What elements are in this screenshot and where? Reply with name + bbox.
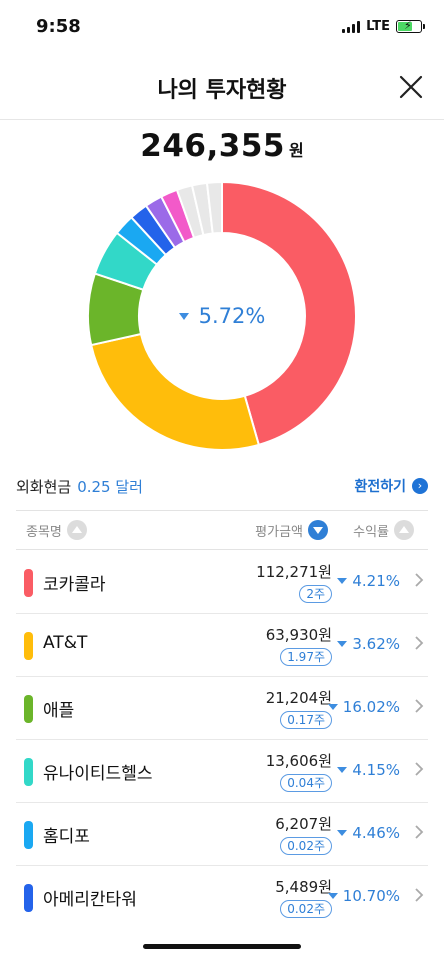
holding-qty-badge: 1.97주: [280, 648, 332, 666]
holding-row[interactable]: 코카콜라 112,271원 2주 4.21%: [16, 551, 428, 614]
holding-rate-value: 4.15%: [352, 761, 400, 779]
color-swatch: [24, 884, 33, 912]
holding-value: 112,271원: [256, 563, 332, 581]
chevron-right-icon: [415, 762, 424, 776]
holding-row[interactable]: AT&T 63,930원 1.97주 3.62%: [16, 614, 428, 677]
status-time: 9:58: [36, 16, 81, 37]
header-name-label: 종목명: [26, 524, 62, 540]
header-value-label: 평가금액: [255, 524, 303, 540]
holding-rate-value: 4.21%: [352, 572, 400, 590]
holding-qty-badge: 0.02주: [280, 900, 332, 918]
down-arrow-icon: [337, 578, 348, 584]
fx-cash-label: 외화현금: [16, 477, 72, 496]
holding-rate: 4.21%: [337, 572, 400, 590]
color-swatch: [24, 632, 33, 660]
holding-rate: 4.15%: [337, 761, 400, 779]
chevron-right-icon: [415, 888, 424, 902]
chevron-right-icon: [415, 573, 424, 587]
sort-by-name-button[interactable]: 종목명: [26, 511, 87, 549]
holding-row[interactable]: 아메리칸타워 5,489원 0.02주 10.70%: [16, 866, 428, 929]
holding-name: 유나이티드헬스: [43, 764, 153, 784]
holding-qty-badge: 0.02주: [280, 837, 332, 855]
fx-cash-value: 0.25 달러: [77, 477, 143, 496]
down-arrow-icon: [327, 893, 338, 899]
donut-slice: [221, 180, 357, 447]
holding-qty-badge: 2주: [299, 585, 332, 603]
holding-name: AT&T: [43, 633, 88, 653]
holding-rate: 4.46%: [337, 824, 400, 842]
sort-by-rate-button[interactable]: 수익률: [353, 511, 414, 549]
down-arrow-icon: [337, 767, 348, 773]
holding-value: 21,204원: [265, 689, 332, 707]
holding-qty-badge: 0.04주: [280, 774, 332, 792]
total-amount: 246,355: [140, 128, 285, 164]
fx-cash-row: 외화현금 0.25 달러 환전하기 ›: [16, 474, 428, 498]
holding-rate: 10.70%: [327, 887, 400, 905]
down-arrow-icon: [337, 641, 348, 647]
signal-icon: [342, 20, 361, 33]
chevron-right-icon: [415, 699, 424, 713]
donut-center-label: 5.72%: [86, 180, 358, 452]
status-bar: 9:58 LTE ⚡: [0, 0, 444, 54]
down-arrow-icon: [337, 830, 348, 836]
chevron-right-icon: [415, 636, 424, 650]
network-label: LTE: [366, 19, 390, 34]
exchange-label: 환전하기: [354, 479, 406, 495]
chevron-right-circle-icon: ›: [412, 478, 428, 494]
holding-rate-value: 3.62%: [352, 635, 400, 653]
holding-name: 아메리칸타워: [43, 890, 137, 910]
header-rate-label: 수익률: [353, 524, 389, 540]
total-summary: 246,355 원: [0, 128, 444, 164]
battery-icon: ⚡: [396, 19, 425, 33]
holding-qty-badge: 0.17주: [280, 711, 332, 729]
color-swatch: [24, 695, 33, 723]
page-title: 나의 투자현황: [157, 78, 287, 103]
holding-row[interactable]: 유나이티드헬스 13,606원 0.04주 4.15%: [16, 740, 428, 803]
sort-up-icon: [394, 520, 414, 540]
holding-value: 63,930원: [265, 626, 332, 644]
holding-rate-value: 4.46%: [352, 824, 400, 842]
down-arrow-icon: [327, 704, 338, 710]
sort-by-value-button[interactable]: 평가금액: [255, 511, 328, 549]
close-icon[interactable]: [398, 74, 424, 100]
portfolio-donut-chart: [87, 180, 357, 451]
holding-name: 코카콜라: [43, 575, 106, 595]
status-indicators: LTE ⚡: [342, 19, 425, 34]
holding-rate: 16.02%: [327, 698, 400, 716]
donut-slice: [89, 332, 261, 451]
home-indicator[interactable]: [143, 944, 301, 949]
chevron-right-icon: [415, 825, 424, 839]
sort-up-icon: [66, 520, 87, 540]
color-swatch: [24, 569, 33, 597]
down-arrow-icon: [178, 312, 189, 320]
holding-value: 5,489원: [275, 878, 332, 896]
holding-row[interactable]: 홈디포 6,207원 0.02주 4.46%: [16, 803, 428, 866]
holding-rate-value: 10.70%: [342, 887, 400, 905]
holding-rate-value: 16.02%: [342, 698, 400, 716]
holding-value: 6,207원: [275, 815, 332, 833]
holding-name: 홈디포: [43, 827, 90, 847]
holding-name: 애플: [43, 701, 75, 721]
color-swatch: [24, 758, 33, 786]
total-return-rate: 5.72%: [198, 304, 266, 328]
donut-slice: [205, 180, 223, 235]
holding-row[interactable]: 애플 21,204원 0.17주 16.02%: [16, 677, 428, 740]
holding-rate: 3.62%: [337, 635, 400, 653]
color-swatch: [24, 821, 33, 849]
table-header: 종목명 평가금액 수익률: [16, 510, 428, 550]
header: 나의 투자현황: [0, 54, 444, 120]
holding-value: 13,606원: [265, 752, 332, 770]
sort-down-icon: [308, 520, 328, 540]
exchange-button[interactable]: 환전하기 ›: [354, 476, 428, 496]
total-unit: 원: [288, 141, 304, 160]
